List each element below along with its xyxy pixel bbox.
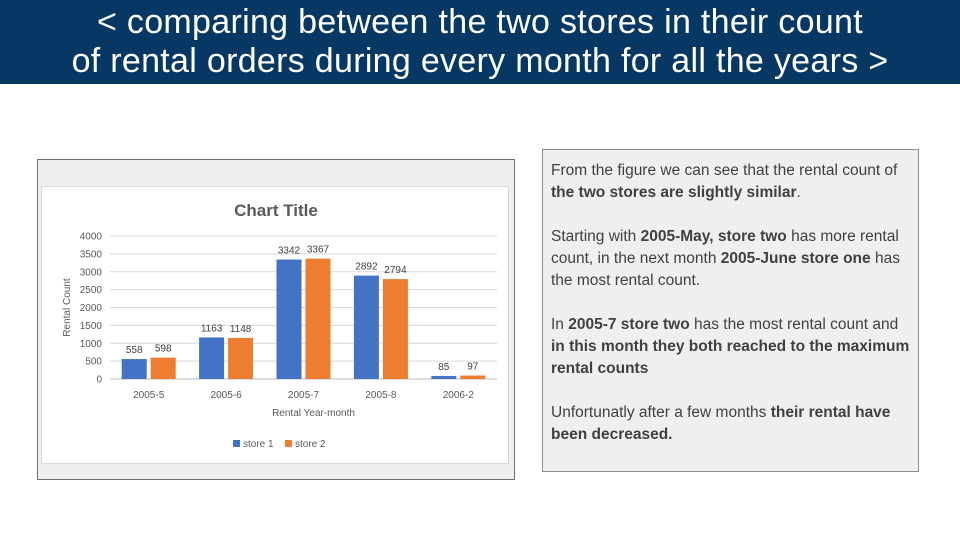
data-label: 85 bbox=[438, 362, 450, 373]
data-label: 97 bbox=[467, 362, 479, 373]
data-label: 598 bbox=[155, 344, 172, 355]
bar-store-2-2005-8 bbox=[382, 279, 408, 379]
text-run-p3-0: In bbox=[551, 316, 569, 333]
text-run-p1-0: From the figure we can see that the rent… bbox=[551, 162, 898, 179]
legend-label: store 2 bbox=[295, 439, 326, 450]
legend-label: store 1 bbox=[243, 439, 274, 450]
bold-run-p3-3: in this month they both reached to the m… bbox=[551, 338, 910, 377]
y-tick-label: 0 bbox=[96, 375, 102, 386]
text-run-p2-4: has the most rental count. bbox=[551, 250, 900, 289]
y-axis-label: Rental Count bbox=[62, 278, 73, 337]
note-paragraph-1: From the figure we can see that the rent… bbox=[551, 160, 910, 204]
data-label: 558 bbox=[126, 345, 143, 356]
x-tick-label: 2005-8 bbox=[365, 390, 397, 401]
data-label: 3342 bbox=[278, 246, 301, 257]
text-run-p1-2: . bbox=[796, 184, 801, 201]
bold-run-p2-1: 2005-May, store two bbox=[640, 228, 787, 245]
note-paragraph-3: In 2005-7 store two has the most rental … bbox=[551, 314, 910, 380]
text-run-p3-2: has the most rental count and bbox=[689, 316, 899, 333]
bold-run-p2-3: 2005-June store one bbox=[720, 250, 871, 267]
note-paragraph-2: Starting with 2005-May, store two has mo… bbox=[551, 226, 910, 292]
bar-store-1-2005-8 bbox=[353, 275, 379, 379]
y-tick-label: 500 bbox=[85, 357, 102, 368]
x-tick-label: 2005-6 bbox=[211, 390, 243, 401]
bar-store-1-2005-5 bbox=[121, 359, 147, 379]
chart-area[interactable]: Chart Title 0 500 1000 1500 2000 2500 3000 3500 4… bbox=[41, 186, 509, 464]
y-tick-label: 1500 bbox=[80, 321, 103, 332]
y-tick-label: 3500 bbox=[80, 249, 103, 260]
data-label: 2892 bbox=[355, 262, 378, 273]
bold-run-p1-1: the two stores are slightly similar bbox=[551, 184, 797, 201]
text-run-p2-2: has more rental count, in the next month bbox=[551, 228, 899, 267]
bold-run-p3-1: 2005-7 store two bbox=[568, 316, 690, 333]
y-tick-label: 1000 bbox=[80, 339, 103, 350]
bold-run-p4-1: their rental have been decreased. bbox=[551, 404, 891, 443]
note-paragraph-4: Unfortunatly after a few months their re… bbox=[551, 402, 910, 446]
bar-store-1-2006-2 bbox=[431, 375, 457, 379]
x-tick-label: 2005-7 bbox=[288, 390, 320, 401]
chart-title: Chart Title bbox=[234, 201, 318, 220]
bar-store-1-2005-6 bbox=[199, 337, 225, 379]
notes-textbox[interactable]: From the figure we can see that the rent… bbox=[542, 149, 919, 472]
bar-chart: Chart Title 0 500 1000 1500 2000 2500 3000 3500 4… bbox=[62, 201, 497, 450]
legend-swatch-store-1 bbox=[233, 440, 240, 447]
data-label: 2794 bbox=[384, 265, 407, 276]
slide-header: < comparing between the two stores in th… bbox=[0, 0, 960, 84]
y-tick-label: 3000 bbox=[80, 267, 103, 278]
text-run-p2-0: Starting with bbox=[551, 228, 641, 245]
y-tick-label: 2000 bbox=[80, 303, 103, 314]
y-tick-label: 2500 bbox=[80, 285, 103, 296]
bar-store-2-2005-7 bbox=[305, 258, 331, 379]
bar-store-1-2005-7 bbox=[276, 259, 302, 379]
text-run-p4-0: Unfortunatly after a few months bbox=[551, 404, 771, 421]
chart-frame[interactable]: Chart Title 0 500 1000 1500 2000 2500 3000 3500 4… bbox=[37, 159, 515, 480]
bar-store-2-2005-6 bbox=[228, 337, 254, 379]
data-label: 3367 bbox=[307, 245, 330, 256]
data-label: 1163 bbox=[201, 323, 223, 334]
x-tick-label: 2005-5 bbox=[133, 390, 165, 401]
x-tick-label: 2006-2 bbox=[443, 390, 475, 401]
data-label: 1148 bbox=[230, 324, 252, 335]
y-tick-label: 4000 bbox=[80, 232, 103, 243]
header-line-1: < comparing between the two stores in th… bbox=[97, 3, 863, 41]
header-line-2: of rental orders during every month for … bbox=[71, 42, 889, 80]
x-axis-label: Rental Year-month bbox=[272, 408, 355, 419]
bar-store-2-2005-5 bbox=[150, 357, 176, 379]
legend-swatch-store-2 bbox=[285, 440, 292, 447]
bar-store-2-2006-2 bbox=[460, 375, 486, 379]
